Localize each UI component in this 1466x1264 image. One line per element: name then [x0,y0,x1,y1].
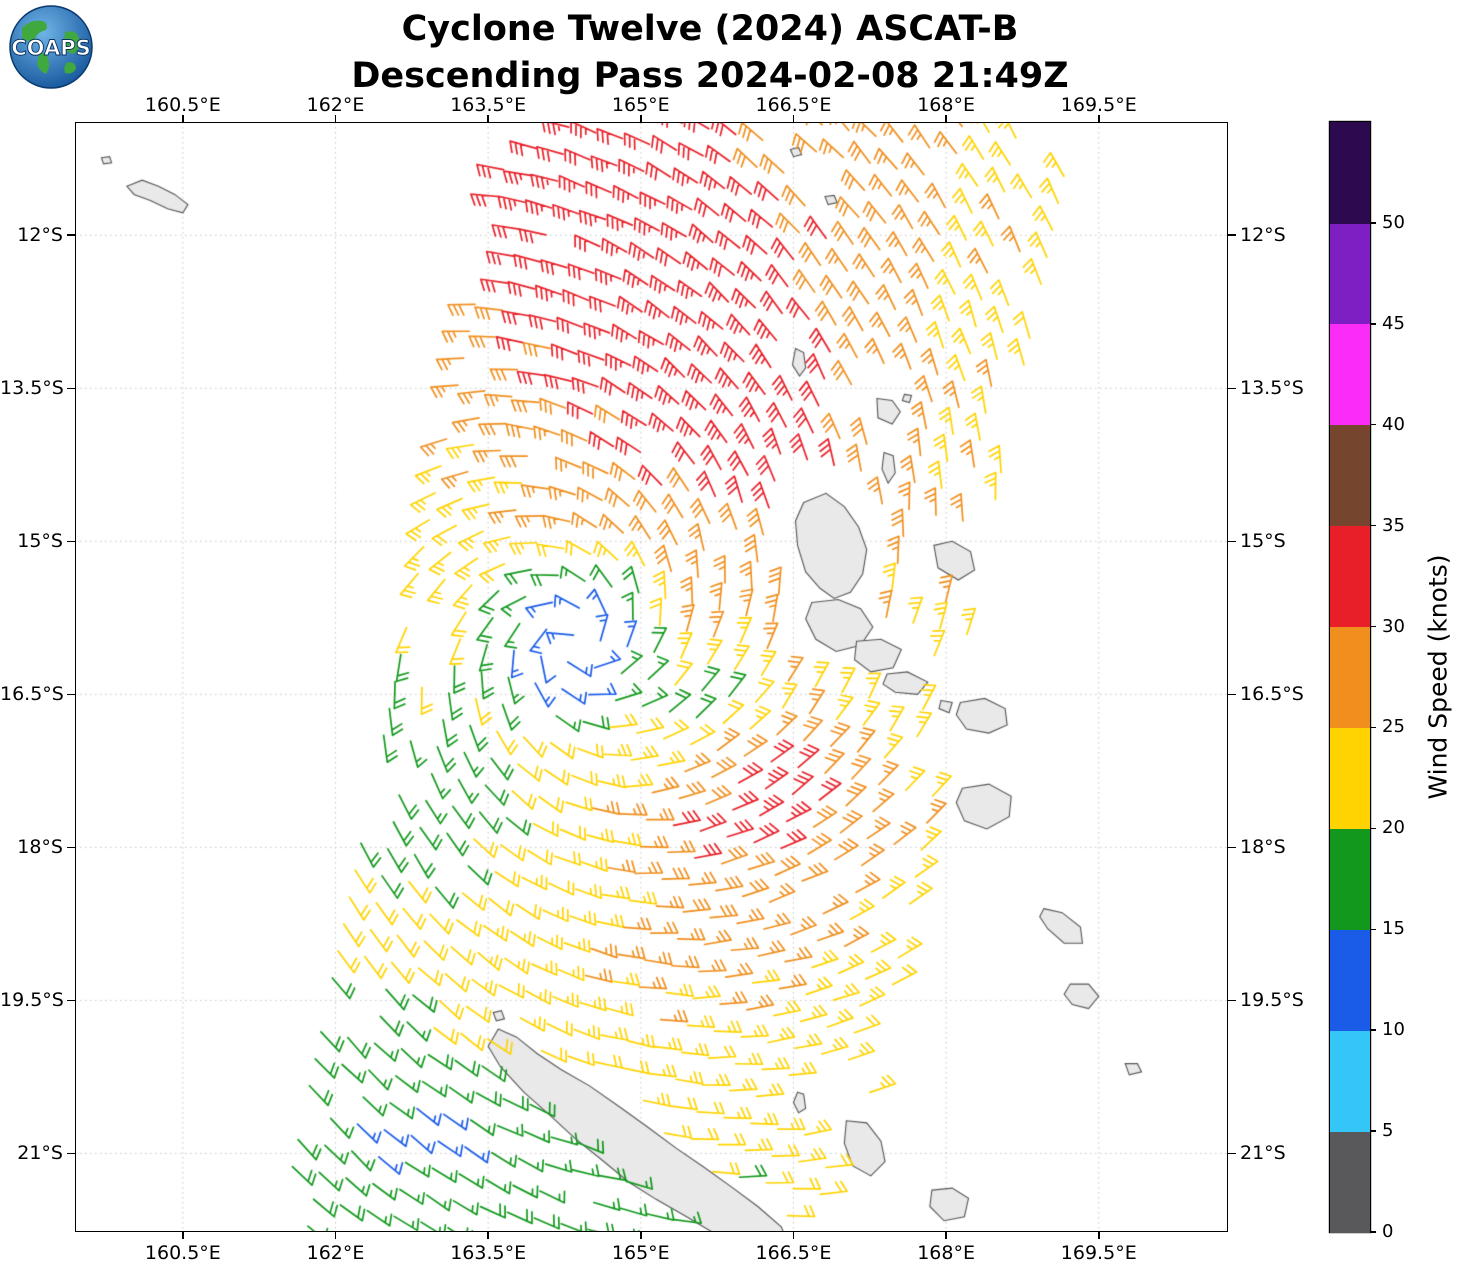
y-tick-mark-left [67,234,75,236]
y-tick-label-left: 13.5°S [0,377,64,400]
x-tick-mark-top [487,115,489,122]
figure-title: Cyclone Twelve (2024) ASCAT-B Descending… [0,6,1420,100]
colorbar-segment-40-45 [1330,323,1370,426]
x-tick-mark-top [1098,115,1100,122]
y-tick-label-right: 21°S [1240,1142,1286,1165]
colorbar-tick-label: 0 [1382,1221,1394,1242]
colorbar-segment-20-25 [1330,727,1370,829]
y-tick-label-left: 12°S [17,224,63,247]
colorbar-tick-mark [1370,625,1376,628]
y-tick-mark-left [67,387,75,390]
colorbar-tick-mark [1370,928,1376,931]
y-tick-label-right: 16.5°S [1240,683,1304,706]
colorbar [1330,122,1370,1233]
colorbar-segment-5-10 [1330,1030,1370,1132]
y-tick-label-left: 21°S [17,1142,63,1165]
x-tick-label-bottom: 169.5°E [1060,1242,1137,1264]
colorbar-tick-mark [1370,1130,1376,1132]
colorbar-segment-10-15 [1330,929,1370,1031]
y-tick-mark-left [67,999,75,1002]
colorbar-tick-label: 25 [1382,716,1405,738]
x-tick-label-bottom: 168°E [917,1242,975,1264]
y-tick-mark-right [1228,1152,1236,1155]
colorbar-tick-label: 40 [1382,413,1405,435]
x-tick-mark-bottom [640,1232,642,1239]
globe-icon: COAPS [9,5,93,89]
y-tick-label-right: 12°S [1240,224,1286,247]
x-tick-mark-bottom [1098,1232,1100,1239]
colorbar-tick-mark [1370,323,1376,325]
colorbar-tick-label: 45 [1382,312,1405,334]
y-tick-mark-right [1228,234,1236,236]
colorbar-segment-45-50 [1330,222,1370,325]
x-tick-mark-bottom [487,1232,489,1239]
colorbar-tick-mark [1370,1231,1376,1233]
y-tick-mark-right [1228,999,1236,1002]
colorbar-segment-30-35 [1330,525,1370,628]
y-tick-mark-right [1228,540,1236,543]
colorbar-tick-label: 5 [1382,1120,1394,1142]
y-tick-mark-right [1228,846,1236,849]
y-tick-mark-left [67,540,75,543]
colorbar-tick-mark [1370,222,1376,224]
title-line-1: Cyclone Twelve (2024) ASCAT-B [401,9,1019,49]
y-tick-mark-left [67,846,75,849]
colorbar-segment-35-40 [1330,424,1370,527]
colorbar-tick-label: 35 [1382,514,1405,536]
x-tick-mark-top [640,115,642,122]
x-tick-mark-bottom [334,1232,337,1239]
y-tick-label-left: 19.5°S [0,989,64,1012]
y-tick-label-left: 15°S [17,530,63,553]
y-tick-mark-right [1228,693,1236,696]
y-tick-mark-right [1228,387,1236,390]
title-line-2: Descending Pass 2024-02-08 21:49Z [351,56,1069,96]
colorbar-tick-mark [1370,524,1376,527]
colorbar-tick-mark [1370,1029,1376,1031]
x-tick-label-bottom: 166.5°E [755,1242,832,1264]
y-tick-label-right: 19.5°S [1240,989,1304,1012]
x-tick-mark-bottom [792,1232,795,1239]
wind-barb-map-canvas [75,122,1228,1232]
y-tick-label-right: 18°S [1240,836,1286,859]
x-tick-mark-top [334,115,337,122]
coaps-logo: COAPS [8,4,94,90]
y-tick-label-right: 15°S [1240,530,1286,553]
colorbar-tick-mark [1370,726,1376,729]
colorbar-segment-0-5 [1330,1131,1370,1233]
y-tick-mark-left [67,693,75,696]
x-tick-label-bottom: 163.5°E [450,1242,527,1264]
logo-text: COAPS [11,36,90,60]
y-tick-label-right: 13.5°S [1240,377,1304,400]
x-tick-label-bottom: 160.5°E [144,1242,221,1264]
x-tick-mark-bottom [945,1232,947,1239]
y-tick-mark-left [67,1152,75,1155]
colorbar-tick-label: 15 [1382,918,1405,940]
x-tick-mark-top [182,115,184,122]
colorbar-tick-label: 10 [1382,1019,1405,1041]
colorbar-tick-mark [1370,423,1376,426]
x-tick-mark-top [945,115,947,122]
y-tick-label-left: 16.5°S [0,683,64,706]
colorbar-tick-mark [1370,827,1376,830]
x-tick-mark-bottom [182,1232,184,1239]
colorbar-segment-15-20 [1330,828,1370,930]
colorbar-tick-label: 20 [1382,817,1405,839]
colorbar-segment-25-30 [1330,626,1370,729]
x-tick-mark-top [792,115,795,122]
colorbar-label: Wind Speed (knots) [1423,554,1453,800]
colorbar-tick-label: 50 [1382,211,1405,233]
x-tick-label-bottom: 162°E [306,1242,365,1264]
y-tick-label-left: 18°S [17,836,63,859]
x-tick-label-bottom: 165°E [611,1242,670,1264]
colorbar-segment-50-55 [1330,122,1370,224]
colorbar-tick-label: 30 [1382,615,1405,637]
